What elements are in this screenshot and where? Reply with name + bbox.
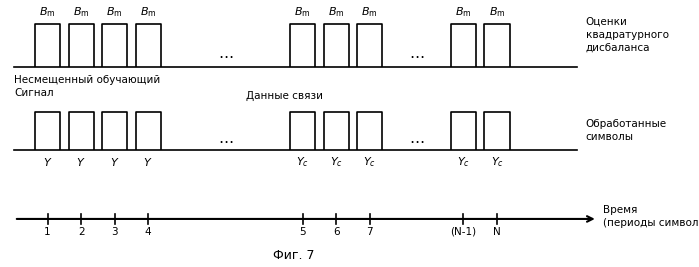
Text: $B_{\mathrm{m}}$: $B_{\mathrm{m}}$	[489, 5, 505, 19]
Text: $B_{\mathrm{m}}$: $B_{\mathrm{m}}$	[39, 5, 56, 19]
Text: $\ldots$: $\ldots$	[218, 46, 233, 61]
Text: Оценки
квадратурного
дисбаланса: Оценки квадратурного дисбаланса	[586, 17, 669, 53]
Text: $Y_c$: $Y_c$	[330, 155, 343, 169]
Text: $\ldots$: $\ldots$	[409, 131, 424, 146]
Text: 5: 5	[299, 227, 306, 237]
Text: $B_{\mathrm{m}}$: $B_{\mathrm{m}}$	[106, 5, 123, 19]
Text: $B_{\mathrm{m}}$: $B_{\mathrm{m}}$	[455, 5, 472, 19]
Text: $B_{\mathrm{m}}$: $B_{\mathrm{m}}$	[361, 5, 378, 19]
Text: Время
(периоды символов): Время (периоды символов)	[603, 205, 699, 228]
Text: $Y$: $Y$	[143, 156, 153, 168]
Text: 1: 1	[44, 227, 51, 237]
Text: 7: 7	[366, 227, 373, 237]
Text: $B_{\mathrm{m}}$: $B_{\mathrm{m}}$	[140, 5, 157, 19]
Text: Обработанные
символы: Обработанные символы	[586, 119, 667, 142]
Text: $Y$: $Y$	[76, 156, 86, 168]
Text: Несмещенный обучающий
Сигнал: Несмещенный обучающий Сигнал	[14, 75, 160, 98]
Text: 2: 2	[78, 227, 85, 237]
Text: $B_{\mathrm{m}}$: $B_{\mathrm{m}}$	[73, 5, 89, 19]
Text: $B_{\mathrm{m}}$: $B_{\mathrm{m}}$	[328, 5, 345, 19]
Text: $\ldots$: $\ldots$	[218, 131, 233, 146]
Text: 3: 3	[111, 227, 118, 237]
Text: 6: 6	[333, 227, 340, 237]
Text: $Y$: $Y$	[43, 156, 52, 168]
Text: $Y_c$: $Y_c$	[491, 155, 503, 169]
Text: $Y$: $Y$	[110, 156, 120, 168]
Text: $Y_c$: $Y_c$	[363, 155, 376, 169]
Text: Данные связи: Данные связи	[247, 91, 324, 101]
Text: (N-1): (N-1)	[450, 227, 477, 237]
Text: N: N	[493, 227, 501, 237]
Text: Фиг. 7: Фиг. 7	[273, 249, 315, 262]
Text: $Y_c$: $Y_c$	[296, 155, 309, 169]
Text: 4: 4	[145, 227, 152, 237]
Text: $\ldots$: $\ldots$	[409, 46, 424, 61]
Text: $Y_c$: $Y_c$	[457, 155, 470, 169]
Text: $B_{\mathrm{m}}$: $B_{\mathrm{m}}$	[294, 5, 311, 19]
